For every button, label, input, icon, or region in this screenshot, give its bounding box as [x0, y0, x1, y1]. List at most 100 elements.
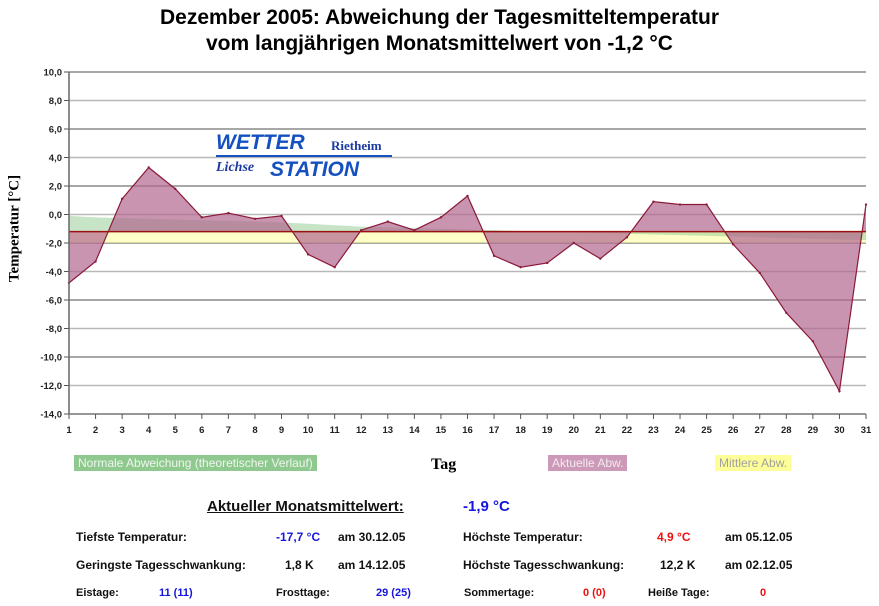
- x-tick-label: 3: [119, 425, 124, 436]
- actual-deviation-point: [492, 254, 496, 258]
- logo-underline: [216, 155, 392, 157]
- wetterstation-logo: WETTER Rietheim Lichse STATION: [214, 131, 394, 183]
- max-temp-label: Höchste Temperatur:: [463, 530, 583, 544]
- actual-deviation-point: [599, 257, 602, 260]
- x-tick-label: 27: [754, 425, 765, 436]
- hot-days-label: Heiße Tage:: [648, 587, 710, 599]
- actual-deviation-point: [838, 390, 841, 393]
- y-tick-label: 2,0: [49, 182, 62, 193]
- actual-deviation-point: [864, 203, 868, 206]
- min-range-value: 1,8 K: [285, 558, 314, 572]
- x-tick-label: 28: [781, 425, 792, 436]
- logo-place-rietheim: Rietheim: [331, 138, 382, 153]
- x-tick-label: 12: [356, 425, 367, 436]
- y-axis-label: Temperatur [°C]: [6, 174, 23, 283]
- actual-deviation-point: [439, 216, 443, 219]
- frost-days-value: 29 (25): [376, 587, 411, 599]
- x-tick-labels: 1 2 3 4 5 6 7 8 9 10 11 12 13 14 15 16 17 18 19 20 21 22 23 24 2…: [66, 425, 872, 436]
- x-tick-label: 24: [675, 425, 686, 436]
- mean-deviation-band: [69, 231, 866, 243]
- normal-deviation-area: [69, 215, 866, 241]
- chart-title-line1: Dezember 2005: Abweichung der Tagesmitte…: [160, 6, 719, 29]
- min-temp-value: -17,7 °C: [276, 530, 321, 544]
- actual-deviation-point: [200, 216, 204, 219]
- actual-deviation-point: [227, 211, 230, 215]
- x-tick-label: 19: [542, 425, 553, 436]
- actual-deviation-point: [280, 214, 283, 218]
- x-tick-label: 13: [383, 425, 394, 436]
- logo-place-lichse: Lichse: [216, 160, 255, 175]
- max-range-value: 12,2 K: [660, 558, 696, 572]
- x-tick-label: 23: [648, 425, 659, 436]
- actual-deviation-point: [519, 266, 522, 269]
- actual-deviation-point: [94, 260, 97, 263]
- ice-days-label: Eistage:: [76, 587, 119, 599]
- axes: [64, 71, 867, 419]
- actual-deviation-point: [466, 194, 469, 198]
- y-tick-label: -4,0: [46, 267, 62, 278]
- y-tick-label: -14,0: [40, 410, 62, 421]
- x-tick-label: 15: [436, 425, 447, 436]
- ice-days-value: 11 (11): [159, 587, 193, 599]
- y-tick-labels: 10,0 8,0 6,0 4,0 2,0 0,0 -2,0 -4,0 -6,0 -8,0 -10,0…: [40, 68, 62, 421]
- actual-deviation-point: [333, 266, 336, 269]
- x-tick-label: 14: [409, 425, 420, 436]
- y-tick-label: 4,0: [49, 153, 62, 164]
- actual-deviation-point: [120, 197, 124, 201]
- min-temp-label: Tiefste Temperatur:: [76, 530, 187, 544]
- x-tick-label: 18: [515, 425, 526, 436]
- y-tick-label: -6,0: [46, 296, 62, 307]
- monthly-mean-label: Aktueller Monatsmittelwert:: [207, 498, 404, 515]
- frost-days-label: Frosttage:: [276, 587, 330, 599]
- actual-deviation-point: [360, 228, 363, 232]
- y-tick-label: 6,0: [49, 125, 62, 136]
- actual-deviation-area: [69, 167, 866, 392]
- actual-deviation-point: [253, 217, 257, 220]
- y-tick-label: 8,0: [49, 96, 62, 107]
- x-tick-label: 4: [146, 425, 152, 436]
- x-tick-label: 8: [252, 425, 257, 436]
- y-tick-label: 10,0: [44, 68, 63, 79]
- y-tick-label: -2,0: [46, 239, 62, 250]
- actual-deviation-point: [546, 261, 549, 265]
- actual-deviation-point: [572, 241, 575, 245]
- min-temp-date: am 30.12.05: [338, 530, 406, 544]
- x-tick-label: 5: [173, 425, 179, 436]
- min-range-label: Geringste Tagesschwankung:: [76, 558, 246, 572]
- x-tick-label: 20: [568, 425, 579, 436]
- actual-deviation-point: [811, 340, 815, 343]
- max-temp-value: 4,9 °C: [657, 530, 691, 544]
- x-tick-label: 2: [93, 425, 98, 436]
- summer-days-label: Sommertage:: [464, 587, 535, 599]
- y-tick-label: 0,0: [49, 210, 62, 221]
- actual-deviation-point: [174, 187, 177, 191]
- y-tick-label: -10,0: [40, 353, 62, 364]
- x-tick-label: 31: [861, 425, 872, 436]
- y-tick-label: -12,0: [40, 381, 62, 392]
- actual-deviation-point: [705, 203, 708, 206]
- actual-deviation-point: [386, 220, 389, 223]
- x-tick-label: 25: [701, 425, 712, 436]
- actual-deviation-point: [413, 228, 416, 232]
- max-temp-date: am 05.12.05: [725, 530, 793, 544]
- x-tick-label: 29: [808, 425, 819, 436]
- x-tick-label: 17: [489, 425, 500, 436]
- logo-word-wetter: WETTER: [216, 131, 305, 154]
- actual-deviation-point: [678, 203, 682, 206]
- actual-deviation-point: [758, 271, 761, 275]
- chart-plot: 10,0 8,0 6,0 4,0 2,0 0,0 -2,0 -4,0 -6,0 -8,0 -10,0…: [40, 68, 872, 437]
- monthly-mean-value: -1,9 °C: [463, 498, 510, 515]
- x-tick-label: 26: [728, 425, 739, 436]
- actual-deviation-point: [147, 166, 150, 169]
- x-tick-label: 30: [834, 425, 845, 436]
- series-areas: [67, 166, 868, 394]
- max-range-date: am 02.12.05: [725, 558, 793, 572]
- x-tick-label: 7: [226, 425, 231, 436]
- x-tick-label: 10: [303, 425, 314, 436]
- x-tick-label: 1: [66, 425, 72, 436]
- y-tick-label: -8,0: [46, 324, 62, 335]
- x-tick-label: 21: [595, 425, 606, 436]
- actual-deviation-point: [306, 253, 310, 256]
- x-tick-label: 16: [462, 425, 473, 436]
- max-range-label: Höchste Tagesschwankung:: [463, 558, 625, 572]
